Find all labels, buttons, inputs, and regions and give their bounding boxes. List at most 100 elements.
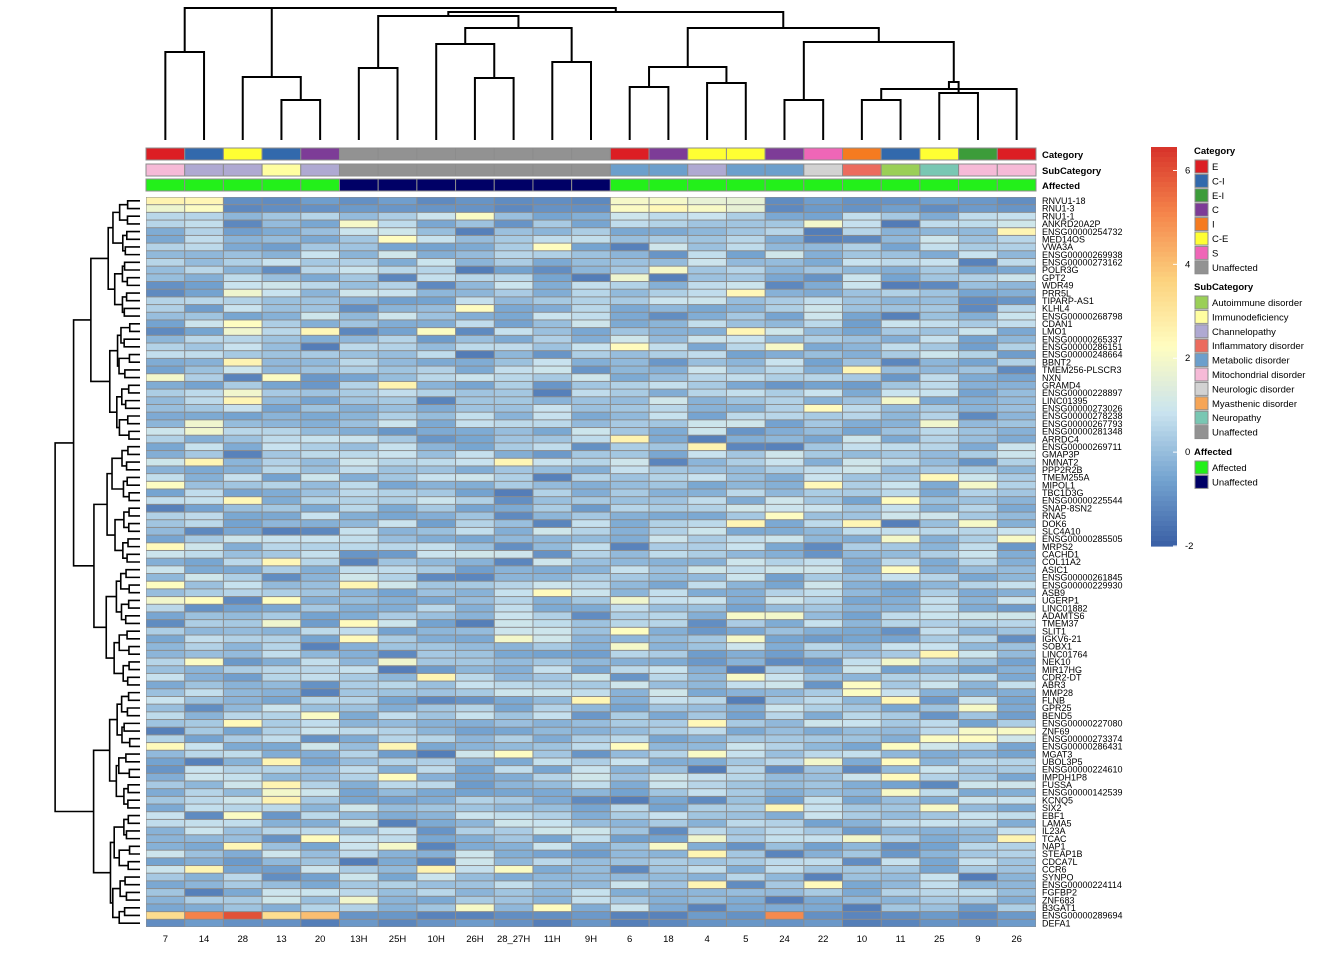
heatmap-cell — [378, 612, 417, 620]
heatmap-cell — [843, 512, 881, 520]
heatmap-cell — [765, 212, 804, 220]
heatmap-cell — [765, 889, 804, 896]
row-dendrogram-link-1 — [126, 215, 140, 225]
color-scale-step — [1151, 241, 1177, 248]
heatmap-cell — [494, 773, 533, 781]
heatmap-cell — [765, 258, 804, 266]
color-scale-step — [1151, 291, 1177, 298]
row-label: LAMA5 — [1042, 818, 1072, 828]
row-dendrogram-link-26 — [127, 599, 140, 609]
heatmap-cell — [456, 489, 494, 497]
heatmap-cell — [881, 912, 920, 919]
heatmap-cell — [572, 220, 610, 228]
heatmap-cell — [804, 781, 843, 789]
heatmap-cell — [726, 896, 765, 904]
heatmap-cell — [726, 358, 765, 366]
heatmap-cell — [843, 650, 881, 658]
heatmap-cell — [533, 835, 572, 842]
heatmap-cell — [533, 589, 572, 597]
heatmap-cell — [572, 205, 610, 212]
heatmap-cell — [804, 758, 843, 766]
heatmap-cell — [456, 804, 494, 812]
heatmap-cell — [223, 766, 262, 773]
heatmap-cell — [881, 819, 920, 827]
heatmap-cell — [649, 274, 688, 282]
color-scale-step — [1151, 341, 1177, 348]
heatmap-cell — [262, 919, 301, 927]
heatmap-cell — [765, 443, 804, 451]
heatmap-cell — [804, 558, 843, 566]
heatmap-cell — [494, 904, 533, 912]
heatmap-cell — [378, 404, 417, 412]
heatmap-cell — [456, 858, 494, 866]
heatmap-cell — [920, 581, 959, 589]
heatmap-cell — [417, 650, 456, 658]
heatmap-cell — [301, 681, 339, 689]
heatmap-cell — [726, 796, 765, 804]
heatmap-cell — [804, 297, 843, 305]
heatmap-cell — [572, 766, 610, 773]
heatmap-cell — [843, 235, 881, 243]
heatmap-cell — [765, 335, 804, 343]
heatmap-cell — [959, 712, 997, 720]
heatmap-cell — [688, 504, 726, 512]
row-dendrogram-link-89 — [90, 257, 110, 383]
heatmap-cell — [339, 504, 378, 512]
row-dendrogram-link-85 — [106, 472, 116, 536]
heatmap-cell — [494, 443, 533, 451]
heatmap-cell — [417, 858, 456, 866]
heatmap-cell — [301, 919, 339, 927]
heatmap-cell — [881, 335, 920, 343]
heatmap-cell — [920, 305, 959, 312]
heatmap-cell — [881, 781, 920, 789]
heatmap-cell — [726, 597, 765, 604]
heatmap-cell — [339, 620, 378, 627]
heatmap-cell — [765, 850, 804, 858]
color-scale-step — [1151, 266, 1177, 273]
heatmap-cell — [997, 796, 1036, 804]
heatmap-cell — [572, 389, 610, 397]
heatmap-cell — [726, 504, 765, 512]
heatmap-cell — [378, 305, 417, 312]
heatmap-cell — [649, 904, 688, 912]
heatmap-cell — [262, 266, 301, 274]
heatmap-cell — [997, 735, 1036, 743]
heatmap-cell — [185, 358, 223, 366]
heatmap-cell — [262, 819, 301, 827]
heatmap-cell — [339, 574, 378, 581]
heatmap-cell — [185, 912, 223, 919]
heatmap-cell — [843, 428, 881, 435]
heatmap-cell — [765, 435, 804, 443]
color-scale-step — [1151, 526, 1177, 532]
heatmap-cell — [688, 466, 726, 474]
heatmap-cell — [920, 481, 959, 489]
heatmap-cell — [223, 197, 262, 205]
heatmap-cell — [843, 796, 881, 804]
heatmap-cell — [920, 635, 959, 643]
heatmap-cell — [146, 305, 185, 312]
heatmap-cell — [688, 497, 726, 504]
row-label: SIX2 — [1042, 803, 1062, 813]
heatmap-cell — [881, 458, 920, 466]
heatmap-cell — [959, 212, 997, 220]
heatmap-cell — [688, 282, 726, 289]
heatmap-cell — [456, 881, 494, 889]
category-legend-swatch — [1194, 217, 1209, 232]
heatmap-cell — [881, 773, 920, 781]
heatmap-cell — [494, 681, 533, 689]
heatmap-cell — [262, 812, 301, 819]
heatmap-cell — [456, 451, 494, 458]
heatmap-cell — [959, 789, 997, 796]
heatmap-cell — [378, 343, 417, 351]
heatmap-cell — [494, 842, 533, 850]
heatmap-cell — [417, 696, 456, 704]
heatmap-cell — [649, 819, 688, 827]
row-dendrogram-link-53 — [121, 388, 129, 406]
heatmap-cell — [533, 750, 572, 758]
heatmap-cell — [610, 550, 649, 558]
dendrogram-link-18 — [802, 41, 955, 100]
heatmap-cell — [959, 597, 997, 604]
heatmap-cell — [223, 804, 262, 812]
heatmap-cell — [262, 796, 301, 804]
heatmap-cell — [533, 282, 572, 289]
